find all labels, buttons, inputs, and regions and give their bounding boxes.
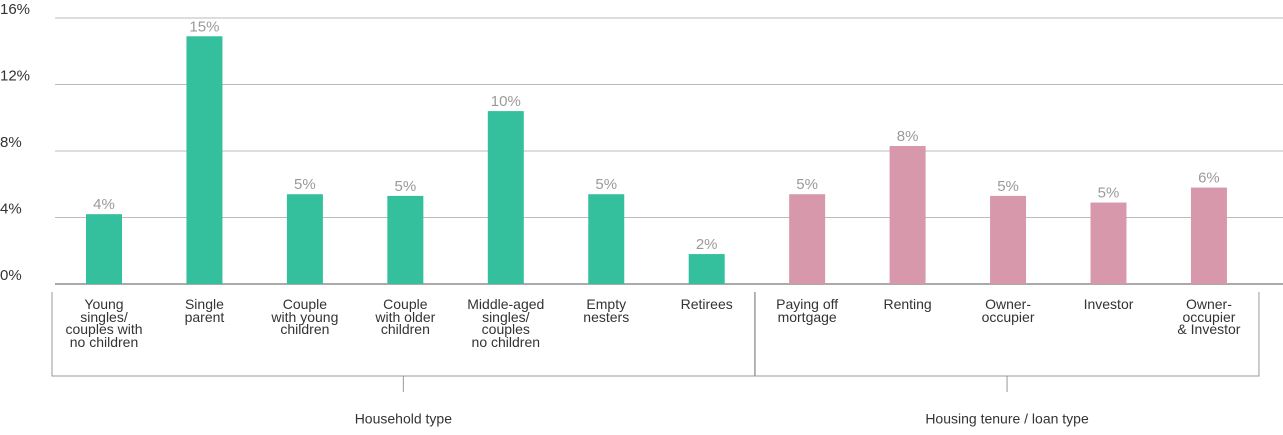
value-label: 5% — [997, 178, 1019, 195]
value-label: 15% — [189, 18, 219, 35]
bar — [286, 194, 323, 284]
y-tick-label: 16% — [0, 1, 30, 18]
value-label: 8% — [897, 128, 919, 145]
value-label: 5% — [294, 176, 316, 193]
x-tick-label: Empty nesters — [583, 296, 630, 325]
x-tick-label: Owner- occupier & Investor — [1177, 296, 1241, 337]
y-tick-label: 8% — [0, 134, 22, 151]
x-tick-label: Investor — [1083, 296, 1134, 312]
bar — [789, 194, 826, 284]
value-label: 6% — [1198, 170, 1220, 187]
bar — [889, 146, 926, 284]
bar — [86, 214, 122, 284]
x-tick-label: Single parent — [184, 296, 225, 325]
x-tick-label: Retirees — [680, 296, 733, 312]
x-tick-label: Paying off mortgage — [776, 296, 839, 325]
group-label: Housing tenure / loan type — [925, 411, 1089, 427]
value-label: 4% — [93, 196, 115, 213]
bar — [588, 194, 625, 284]
value-label: 10% — [491, 93, 521, 110]
y-tick-label: 0% — [0, 267, 22, 284]
bar — [1190, 187, 1227, 284]
value-label: 2% — [696, 236, 718, 253]
x-tick-label: Owner- occupier — [981, 296, 1035, 325]
bar — [1090, 202, 1127, 284]
value-label: 5% — [1098, 185, 1120, 202]
value-label: 5% — [595, 176, 617, 193]
x-tick-label: Young singles/ couples with no children — [65, 296, 143, 350]
x-tick-label: Middle-aged singles/ couples no children — [467, 296, 545, 350]
x-tick-label: Couple with young children — [271, 296, 339, 337]
y-tick-label: 4% — [0, 200, 22, 217]
bar — [688, 254, 725, 284]
value-label: 5% — [796, 176, 818, 193]
bar — [186, 36, 223, 284]
group-label: Household type — [355, 411, 453, 427]
bar — [387, 195, 424, 284]
y-tick-label: 12% — [0, 67, 30, 84]
x-tick-label: Renting — [883, 296, 932, 312]
bar — [990, 195, 1027, 284]
group-bracket — [754, 292, 1260, 392]
x-tick-label: Couple with older children — [375, 296, 436, 337]
value-label: 5% — [395, 178, 417, 195]
bar — [487, 111, 524, 284]
